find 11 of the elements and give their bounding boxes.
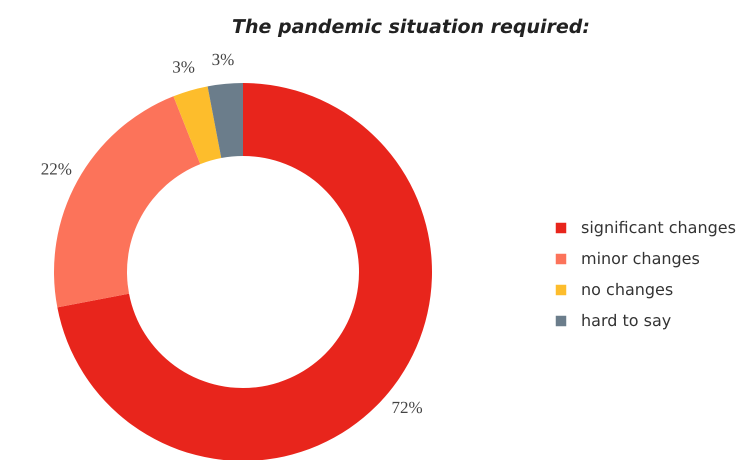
data-label: 3% <box>172 57 195 76</box>
donut-slice <box>173 86 222 164</box>
legend-label: no changes <box>581 280 674 299</box>
legend-label: hard to say <box>581 311 672 330</box>
data-label: 3% <box>212 50 234 69</box>
donut-slice <box>208 83 243 158</box>
legend-label: minor changes <box>581 249 700 268</box>
data-label: 22% <box>40 159 72 178</box>
chart-title: The pandemic situation required: <box>232 16 590 38</box>
data-label: 72% <box>392 398 423 417</box>
legend-label: significant changes <box>581 218 736 237</box>
